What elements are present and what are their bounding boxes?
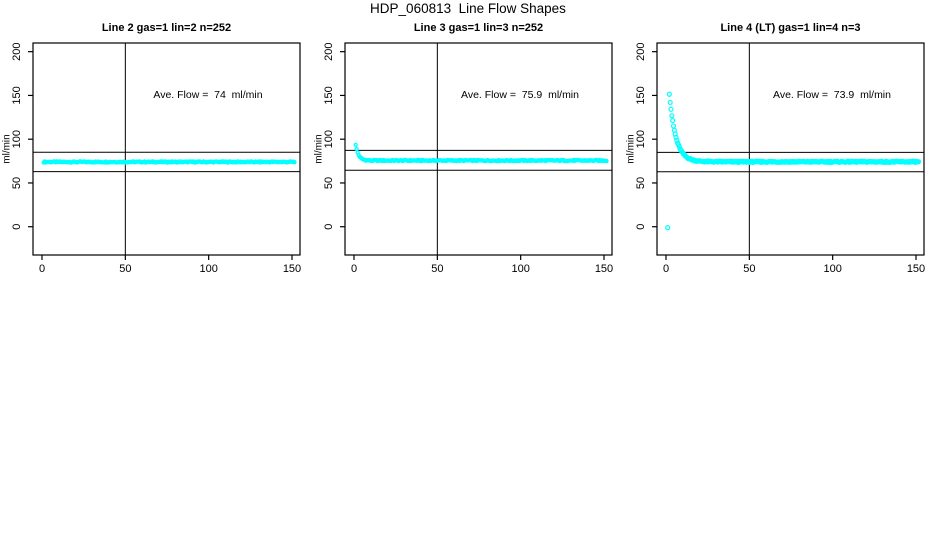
plot-area: 0 50 100 150 0 50 100 150 200: [323, 42, 613, 275]
data-point: [670, 123, 677, 129]
data-point: [669, 113, 675, 119]
data-point: [666, 91, 672, 97]
data-point-outlier: [665, 225, 671, 231]
subplot-line-2: Line 2 gas=1 lin=2 n=252 ml/min Ave. Flo…: [0, 20, 312, 288]
plot-area: 0 50 100 150 0 50 100 150 200: [635, 42, 925, 275]
y-tick-label: 0: [11, 224, 23, 230]
data-point: [674, 137, 680, 143]
data-series: [353, 142, 609, 164]
data-point: [915, 159, 922, 165]
y-tick-label: 0: [323, 224, 335, 230]
x-tick-label: 150: [595, 263, 613, 275]
ave-flow-annotation: Ave. Flow = 75.9 ml/min: [461, 89, 579, 101]
y-tick-label: 150: [635, 86, 647, 104]
y-tick-label: 200: [635, 42, 647, 60]
subplot-line-4: Line 4 (LT) gas=1 lin=4 n=3 ml/min Ave. …: [624, 20, 936, 288]
data-point: [670, 117, 676, 124]
ave-flow-annotation: Ave. Flow = 74 ml/min: [153, 89, 263, 101]
y-tick-label: 100: [635, 130, 647, 148]
subplot-title: Line 2 gas=1 lin=2 n=252: [101, 22, 232, 34]
y-tick-label: 0: [635, 224, 647, 230]
plot-box: [32, 42, 301, 256]
x-tick-label: 50: [119, 263, 131, 275]
x-tick-label: 150: [907, 263, 925, 275]
y-tick-label: 200: [323, 42, 335, 60]
y-tick-label: 150: [323, 86, 335, 104]
y-tick-label: 50: [323, 177, 335, 189]
data-point: [604, 158, 609, 164]
x-tick-label: 150: [283, 263, 301, 275]
x-tick-label: 50: [431, 263, 443, 275]
data-series: [665, 91, 922, 231]
y-tick-label: 50: [635, 177, 647, 189]
data-point: [668, 106, 674, 112]
data-point: [353, 142, 358, 147]
y-tick-label: 50: [11, 177, 23, 189]
x-tick-label: 100: [199, 263, 217, 275]
data-series: [41, 159, 297, 165]
x-tick-label: 100: [511, 263, 529, 275]
x-tick-label: 100: [823, 263, 841, 275]
ave-flow-annotation: Ave. Flow = 73.9 ml/min: [773, 89, 891, 101]
y-tick-label: 200: [11, 42, 23, 60]
x-tick-label: 0: [351, 263, 357, 275]
x-tick-label: 0: [39, 263, 45, 275]
y-tick-label: 100: [11, 130, 23, 148]
data-point: [354, 146, 359, 152]
subplot-title: Line 4 (LT) gas=1 lin=4 n=3: [720, 22, 861, 34]
data-point: [667, 99, 673, 106]
plot-box: [656, 42, 925, 256]
plot-area: 0 50 100 150 0 50 100 150 200: [11, 42, 301, 275]
x-tick-label: 50: [743, 263, 755, 275]
data-point: [673, 134, 679, 140]
y-tick-label: 100: [323, 130, 335, 148]
figure-title: HDP_060813 Line Flow Shapes: [370, 1, 566, 16]
subplot-line-3: Line 3 gas=1 lin=3 n=252 ml/min Ave. Flo…: [312, 20, 624, 288]
y-tick-label: 150: [11, 86, 23, 104]
data-point: [292, 160, 297, 165]
x-tick-label: 0: [663, 263, 669, 275]
plot-box: [344, 42, 613, 256]
subplot-title: Line 3 gas=1 lin=3 n=252: [413, 22, 544, 34]
